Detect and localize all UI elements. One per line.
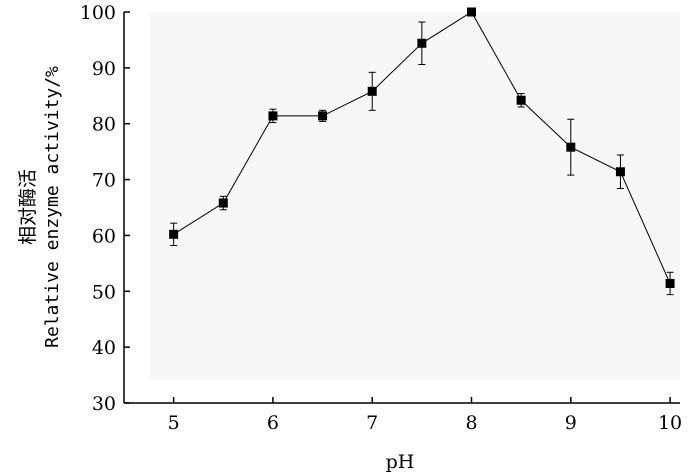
data-point [367,86,377,96]
y-axis-ticks: 30 40 50 60 70 80 90 100 [80,2,130,415]
x-tick-label: 7 [366,412,378,434]
data-point [516,95,526,105]
y-tick-label: 40 [92,337,116,359]
x-tick-label: 8 [465,412,477,434]
y-tick-label: 60 [92,225,116,247]
x-tick-label: 6 [267,412,279,434]
y-tick-label: 30 [92,393,116,415]
data-point [467,7,476,17]
y-axis-title-chinese: 相对酶活 [17,169,39,245]
x-axis-title: pH [386,451,415,472]
x-tick-label: 5 [168,412,180,434]
data-point [566,142,576,152]
data-point [268,111,278,121]
data-point [169,229,179,239]
y-tick-label: 100 [80,2,116,24]
y-axis-title-english: Relative enzyme activity/% [42,66,63,348]
data-point [615,167,625,177]
y-tick-label: 70 [92,170,116,192]
y-tick-label: 50 [92,281,116,303]
data-point [417,38,427,48]
data-point [218,198,228,208]
x-tick-label: 9 [565,412,577,434]
x-tick-label: 10 [658,412,682,434]
data-point [665,278,675,288]
x-axis-ticks: 5 6 7 8 9 10 [168,397,682,434]
data-point [318,111,328,121]
y-tick-label: 90 [92,58,116,80]
chart-marks [169,7,675,296]
y-tick-label: 80 [92,114,116,136]
plot-area-background [150,12,680,380]
